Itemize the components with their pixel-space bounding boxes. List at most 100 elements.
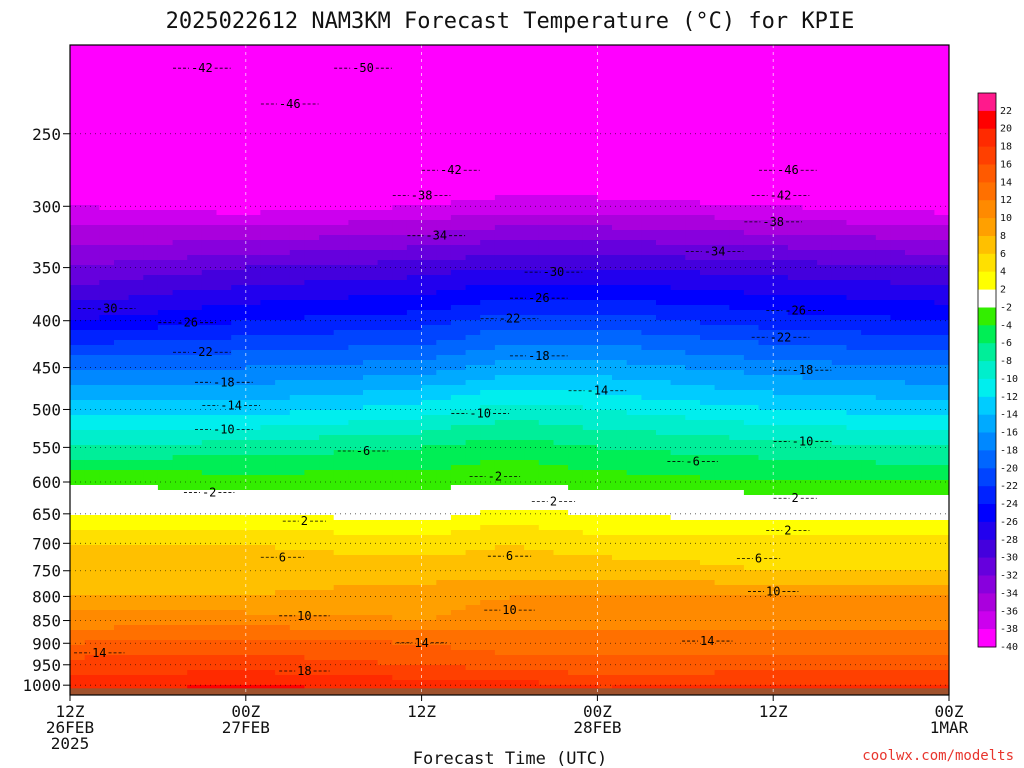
- heatmap-cell: [201, 410, 218, 416]
- heatmap-cell: [216, 380, 232, 386]
- heatmap-cell: [289, 240, 306, 246]
- heatmap-cell: [817, 50, 833, 56]
- heatmap-cell: [905, 180, 921, 186]
- heatmap-cell: [905, 120, 921, 126]
- heatmap-cell: [817, 130, 833, 136]
- heatmap-cell: [363, 220, 379, 226]
- heatmap-cell: [787, 105, 804, 111]
- heatmap-cell: [934, 145, 949, 151]
- heatmap-cell: [817, 160, 833, 166]
- heatmap-cell: [450, 280, 467, 286]
- heatmap-cell: [538, 135, 555, 141]
- heatmap-cell: [392, 125, 408, 131]
- heatmap-cell: [231, 420, 247, 426]
- heatmap-cell: [509, 445, 525, 451]
- heatmap-cell: [612, 235, 628, 241]
- heatmap-cell: [905, 95, 921, 101]
- heatmap-cell: [817, 370, 833, 376]
- heatmap-cell: [817, 320, 833, 326]
- heatmap-cell: [260, 430, 276, 436]
- heatmap-cell: [84, 275, 100, 281]
- heatmap-cell: [333, 125, 349, 131]
- heatmap-cell: [714, 125, 730, 131]
- heatmap-cell: [685, 85, 701, 91]
- heatmap-cell: [509, 200, 525, 206]
- heatmap-cell: [436, 410, 452, 416]
- heatmap-cell: [494, 325, 511, 331]
- heatmap-cell: [201, 385, 218, 391]
- heatmap-cell: [114, 420, 130, 426]
- heatmap-cell: [875, 275, 892, 281]
- heatmap-cell: [787, 330, 804, 336]
- heatmap-cell: [231, 165, 247, 171]
- heatmap-cell: [465, 275, 481, 281]
- heatmap-cell: [70, 305, 86, 311]
- heatmap-cell: [348, 355, 364, 361]
- heatmap-cell: [436, 100, 452, 106]
- heatmap-cell: [714, 350, 730, 356]
- heatmap-cell: [172, 150, 188, 156]
- heatmap-cell: [582, 175, 599, 181]
- heatmap-cell: [597, 250, 613, 256]
- heatmap-cell: [421, 225, 437, 231]
- heatmap-cell: [802, 60, 818, 66]
- heatmap-cell: [729, 170, 745, 176]
- heatmap-cell: [84, 255, 100, 261]
- heatmap-cell: [773, 400, 789, 406]
- heatmap-cell: [626, 405, 642, 411]
- heatmap-cell: [319, 380, 335, 386]
- heatmap-cell: [333, 55, 349, 61]
- heatmap-cell: [568, 340, 584, 346]
- heatmap-cell: [685, 325, 701, 331]
- heatmap-cell: [641, 250, 657, 256]
- heatmap-cell: [597, 210, 613, 216]
- heatmap-cell: [319, 305, 335, 311]
- heatmap-cell: [275, 185, 291, 191]
- heatmap-cell: [846, 110, 862, 116]
- heatmap-cell: [333, 75, 349, 81]
- heatmap-cell: [143, 410, 159, 416]
- heatmap-cell: [670, 150, 686, 156]
- heatmap-cell: [450, 160, 467, 166]
- heatmap-cell: [612, 230, 628, 236]
- heatmap-cell: [875, 45, 892, 51]
- heatmap-cell: [114, 170, 130, 176]
- heatmap-cell: [538, 380, 555, 386]
- heatmap-cell: [450, 240, 467, 246]
- heatmap-cell: [275, 125, 291, 131]
- heatmap-cell: [934, 80, 949, 86]
- heatmap-cell: [172, 385, 188, 391]
- heatmap-cell: [743, 340, 760, 346]
- heatmap-cell: [231, 195, 247, 201]
- heatmap-cell: [861, 45, 877, 51]
- heatmap-cell: [406, 400, 423, 406]
- heatmap-cell: [905, 190, 921, 196]
- heatmap-cell: [84, 110, 100, 116]
- heatmap-cell: [714, 280, 730, 286]
- heatmap-cell: [465, 385, 481, 391]
- heatmap-cell: [319, 245, 335, 251]
- heatmap-cell: [289, 335, 306, 341]
- heatmap-cell: [319, 100, 335, 106]
- heatmap-cell: [216, 395, 232, 401]
- heatmap-cell: [480, 165, 496, 171]
- heatmap-cell: [392, 350, 408, 356]
- heatmap-cell: [817, 90, 833, 96]
- heatmap-cell: [685, 50, 701, 56]
- heatmap-cell: [743, 125, 760, 131]
- heatmap-cell: [465, 300, 481, 306]
- heatmap-cell: [538, 310, 555, 316]
- heatmap-cell: [216, 45, 232, 51]
- heatmap-cell: [480, 450, 496, 456]
- heatmap-cell: [524, 440, 540, 446]
- heatmap-cell: [289, 95, 306, 101]
- heatmap-cell: [597, 105, 613, 111]
- heatmap-cell: [670, 315, 686, 321]
- heatmap-cell: [114, 340, 130, 346]
- heatmap-cell: [70, 150, 86, 156]
- heatmap-cell: [333, 385, 349, 391]
- heatmap-cell: [260, 45, 276, 51]
- heatmap-cell: [787, 310, 804, 316]
- heatmap-cell: [436, 365, 452, 371]
- heatmap-cell: [201, 265, 218, 271]
